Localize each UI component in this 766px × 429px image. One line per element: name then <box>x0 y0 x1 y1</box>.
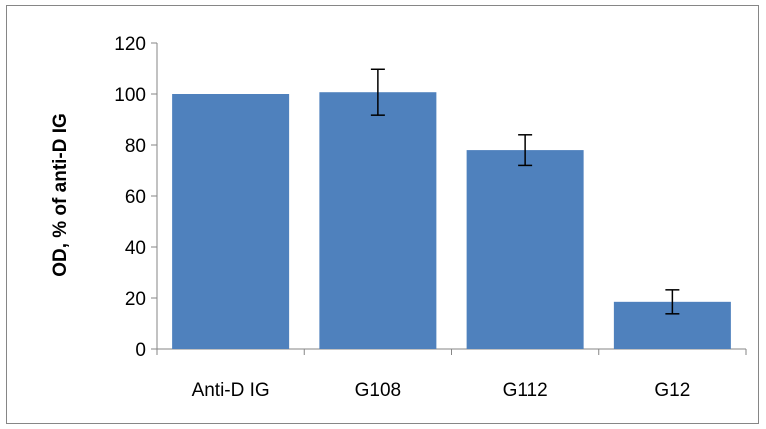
x-tick-label: Anti-D IG <box>192 380 270 401</box>
y-tick-label: 80 <box>125 136 146 157</box>
x-tick-label: G108 <box>355 380 401 401</box>
bar-anti-d-ig <box>172 94 290 349</box>
y-tick-label: 100 <box>114 85 146 106</box>
bars <box>172 92 731 349</box>
x-tick-label: G112 <box>503 380 548 401</box>
y-tick-label: 60 <box>125 187 146 208</box>
y-tick-label: 20 <box>125 289 146 310</box>
bar-g112 <box>466 150 584 349</box>
y-tick-label: 40 <box>125 238 146 259</box>
y-axis-title: OD, % of anti-D IG <box>50 113 71 277</box>
y-tick-label: 120 <box>114 34 146 55</box>
y-tick-label: 0 <box>135 340 146 361</box>
x-tick-label: G12 <box>654 380 690 401</box>
bar-g108 <box>319 92 437 349</box>
error-bars <box>370 68 680 315</box>
tick-labels: 0 20 40 60 80 100 120 Anti-D IG G108 G112 G12 <box>114 34 690 401</box>
